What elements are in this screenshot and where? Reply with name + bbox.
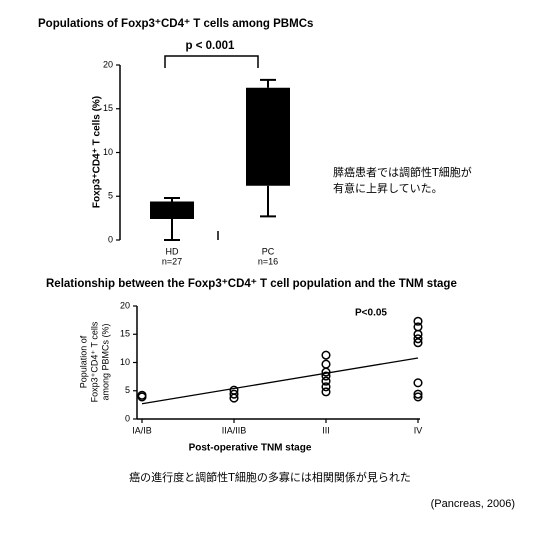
chart-title: Relationship between the Foxp3⁺CD4⁺ T ce… (46, 278, 457, 290)
x-tick-label: IA/IB (132, 425, 152, 435)
point (413, 378, 423, 388)
annotation: P<0.05 (355, 308, 387, 319)
point (413, 389, 423, 399)
y-tick-label: 20 (120, 300, 130, 310)
y-axis-label: Foxp3⁺CD4⁺ T cells (%) (92, 96, 103, 208)
y-axis-label: Foxp3⁺CD4⁺ T cells (89, 321, 99, 402)
annotation: p < 0.001 (186, 40, 236, 52)
trend-line (141, 357, 419, 405)
point (229, 393, 239, 403)
y-tick-label: 15 (120, 329, 130, 339)
point (413, 338, 423, 348)
x-tick-label: IIA/IIB (222, 425, 247, 435)
y-axis-label: among PBMCs (%) (100, 323, 110, 400)
source: (Pancreas, 2006) (431, 498, 515, 510)
point (413, 334, 423, 344)
point (229, 389, 239, 399)
x-tick-label: IV (414, 425, 423, 435)
box (246, 87, 290, 186)
chart-title: Populations of Foxp3⁺CD4⁺ T cells among … (38, 18, 313, 30)
x-tick-label: III (322, 425, 330, 435)
point (321, 376, 331, 386)
y-tick-label: 10 (120, 357, 130, 367)
y-tick-label: 10 (103, 147, 113, 157)
y-tick-label: 5 (125, 385, 130, 395)
bracket (164, 55, 259, 68)
point (413, 392, 423, 402)
y-tick-label: 20 (103, 59, 113, 69)
note: 膵癌患者では調節性T細胞が (333, 165, 472, 179)
point (321, 371, 331, 381)
y-tick-label: 0 (108, 234, 113, 244)
point (137, 392, 147, 402)
x-axis-label: Post-operative TNM stage (189, 443, 312, 454)
x-tick-label: n=16 (258, 256, 278, 266)
point (321, 350, 331, 360)
point (321, 387, 331, 397)
y-tick-label: 15 (103, 103, 113, 113)
y-tick-label: 0 (125, 413, 130, 423)
y-tick-label: 5 (108, 191, 113, 201)
y-axis-label: Population of (78, 335, 88, 388)
point (321, 359, 331, 369)
point (321, 382, 331, 392)
point (413, 329, 423, 339)
x-tick-label: PC (262, 246, 275, 256)
x-tick-label: n=27 (162, 256, 182, 266)
note: 癌の進行度と調節性T細胞の多寡には相関関係が見られた (129, 470, 411, 484)
box (150, 201, 194, 219)
point (413, 316, 423, 326)
note: 有意に上昇していた。 (333, 181, 443, 195)
x-tick-label: HD (166, 246, 179, 256)
point (413, 322, 423, 332)
